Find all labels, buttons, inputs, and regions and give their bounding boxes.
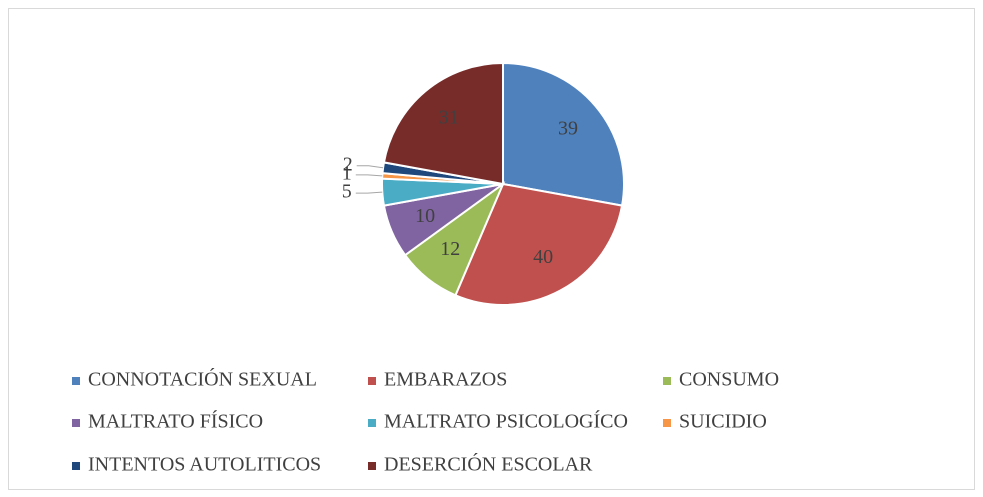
legend-swatch: [72, 377, 80, 385]
legend-swatch: [72, 462, 80, 470]
leader-line: [356, 165, 384, 169]
leader-line: [355, 174, 383, 177]
legend-label: DESERCIÓN ESCOLAR: [384, 452, 593, 476]
data-label: 10: [415, 205, 435, 227]
legend-swatch: [72, 419, 80, 427]
data-label: 12: [440, 238, 460, 260]
legend-label: SUICIDIO: [679, 411, 767, 433]
data-label: 2: [343, 153, 353, 175]
legend-label: CONSUMO: [679, 369, 779, 391]
legend-swatch: [663, 377, 671, 385]
pie-slice: [382, 61, 504, 186]
legend-label: MALTRATO FÍSICO: [88, 410, 263, 433]
data-label: 5: [342, 181, 352, 203]
legend-label: INTENTOS AUTOLITICOS: [88, 454, 321, 476]
legend-swatch: [368, 419, 376, 427]
legend-swatch: [368, 462, 376, 470]
legend-label: MALTRATO PSICOLOGÍCO: [384, 410, 628, 433]
data-label: 40: [533, 246, 553, 268]
legend-label: CONNOTACIÓN SEXUAL: [88, 367, 317, 391]
data-label: 31: [439, 107, 459, 129]
data-label: 39: [558, 117, 578, 139]
data-label: 1: [342, 162, 352, 184]
pie-slice: [454, 182, 624, 306]
legend-label: EMBARAZOS: [384, 369, 507, 391]
pie-slice: [502, 61, 625, 207]
legend-swatch: [368, 377, 376, 385]
legend-swatch: [663, 419, 671, 427]
leader-line: [355, 191, 383, 194]
